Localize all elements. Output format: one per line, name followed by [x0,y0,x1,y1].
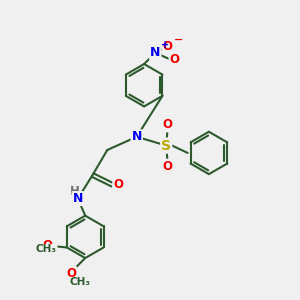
Text: O: O [169,53,179,66]
Text: O: O [163,160,173,173]
Text: O: O [66,267,76,280]
Text: O: O [163,40,173,53]
Text: CH₃: CH₃ [70,278,91,287]
Text: −: − [174,35,184,45]
Text: CH₃: CH₃ [36,244,57,254]
Text: S: S [161,139,171,153]
Text: N: N [73,192,83,205]
Text: H: H [70,185,80,198]
Text: O: O [163,118,173,131]
Text: O: O [113,178,123,191]
Text: O: O [43,239,53,253]
Text: N: N [132,130,142,143]
Text: +: + [160,40,169,50]
Text: N: N [150,46,160,59]
